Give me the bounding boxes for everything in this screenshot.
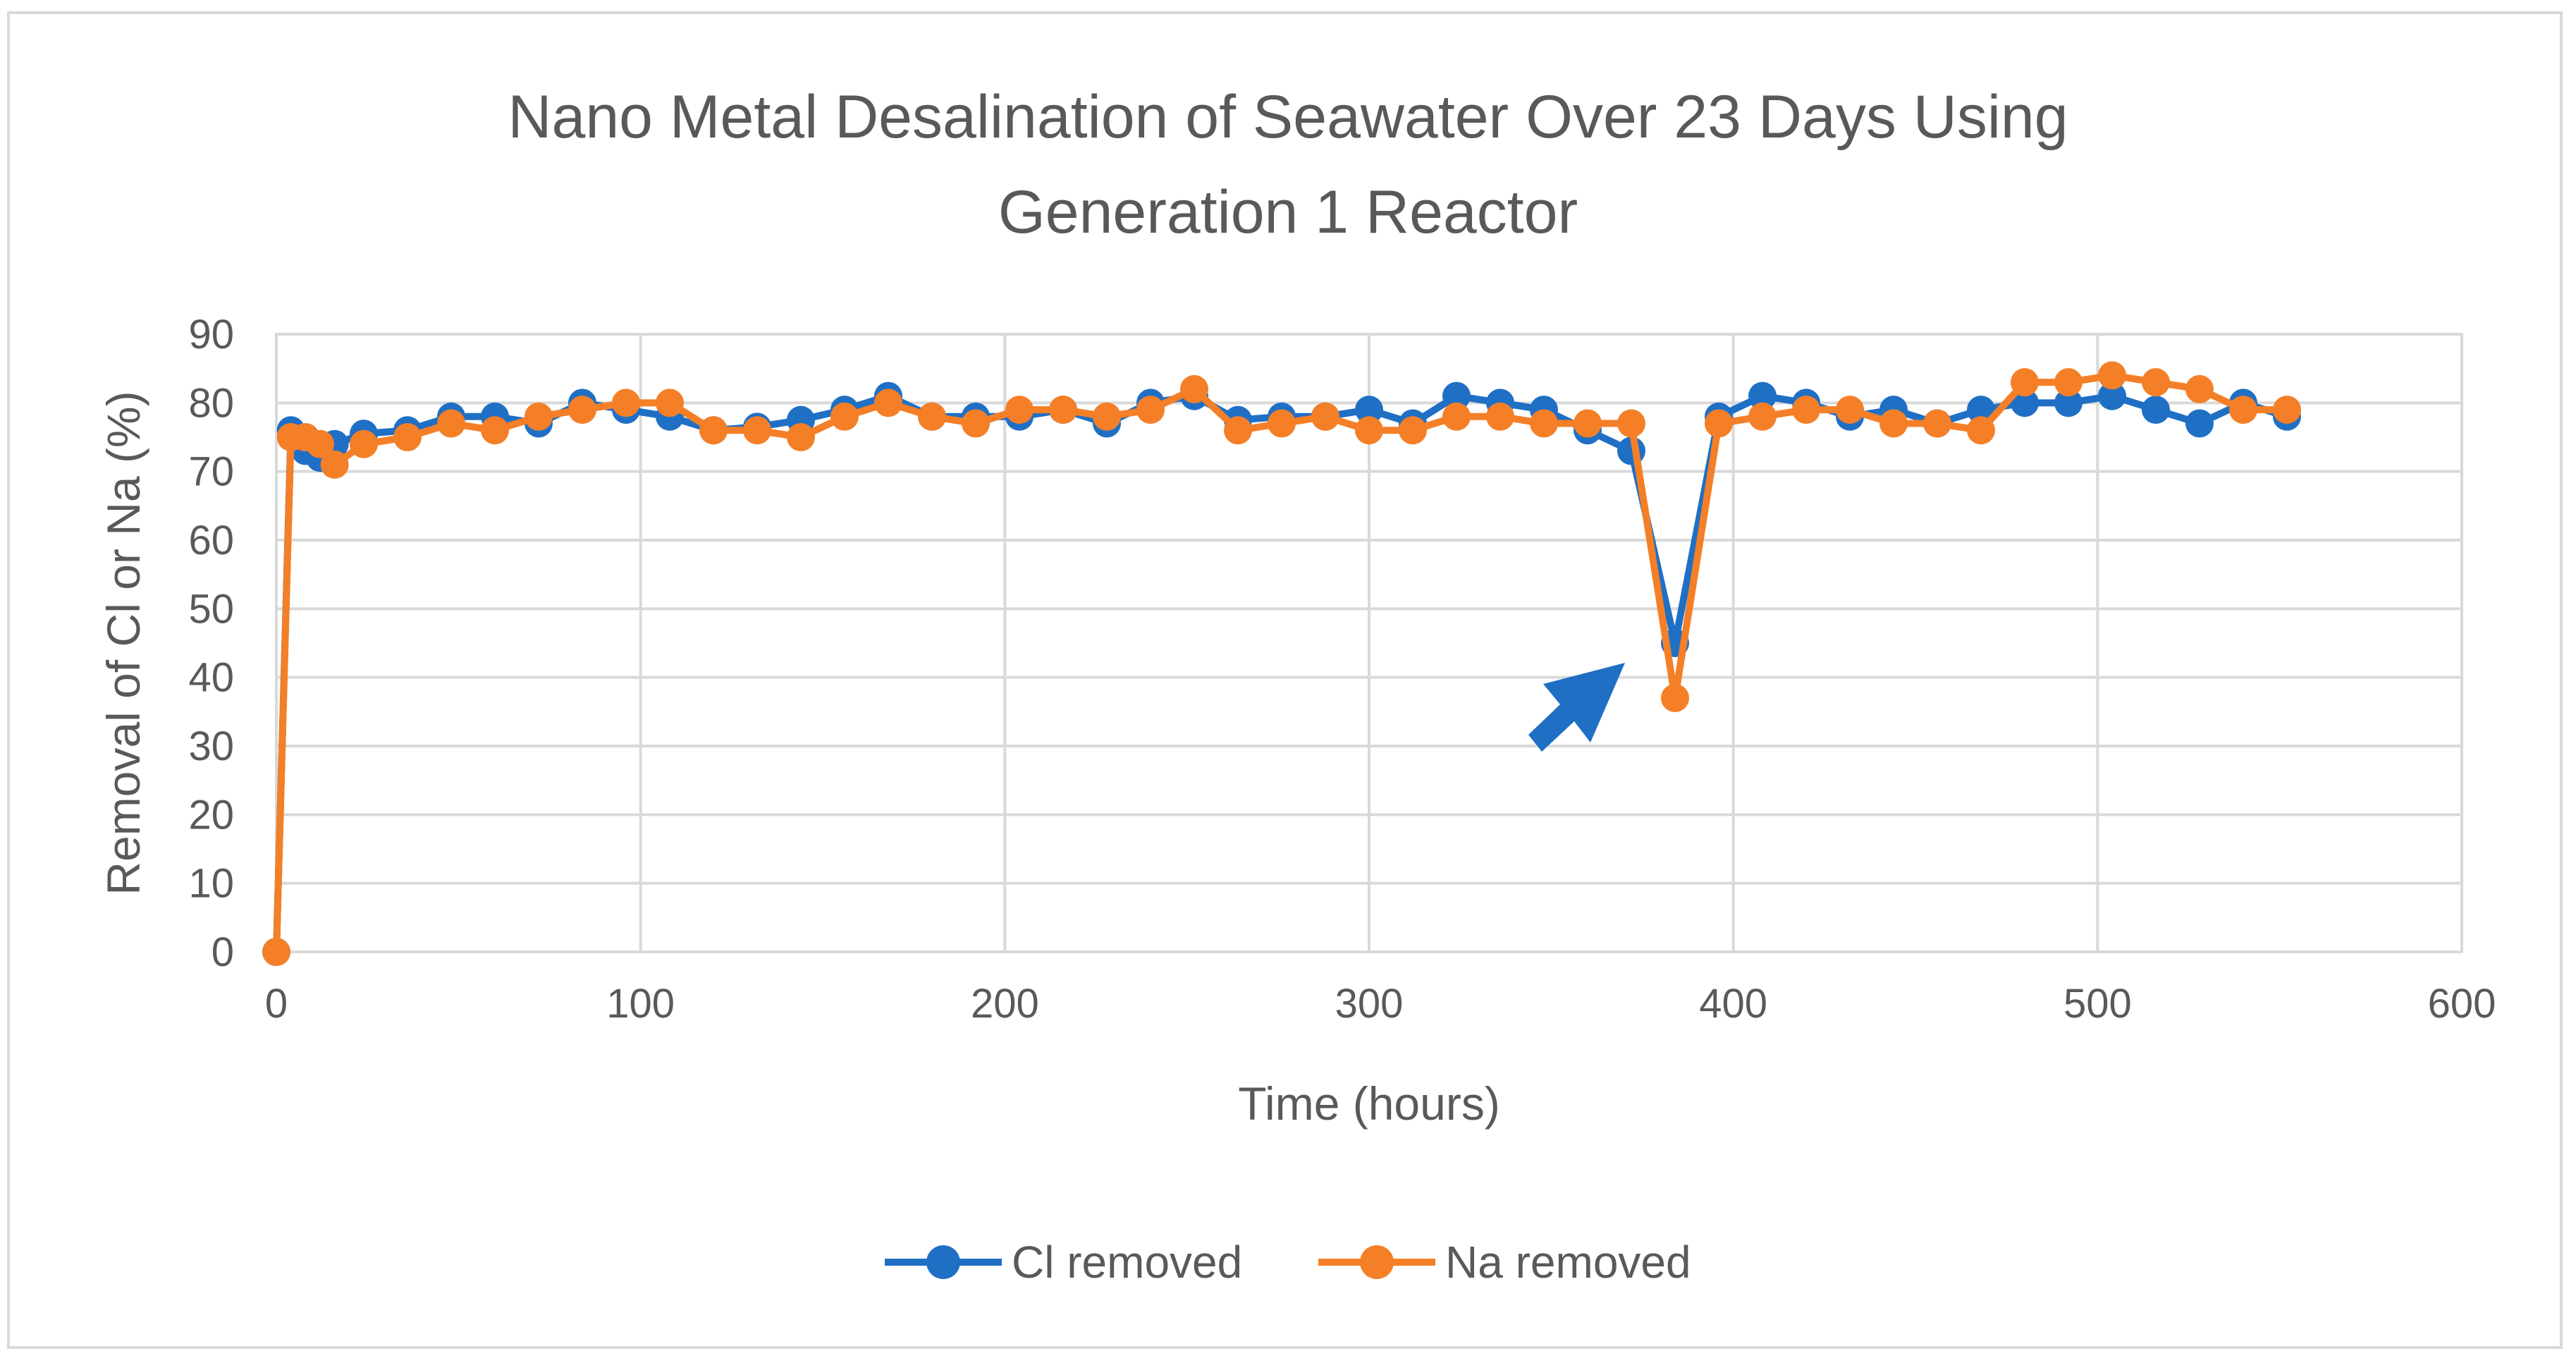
data-point <box>1442 402 1471 431</box>
data-point <box>1005 396 1034 424</box>
data-point <box>2011 389 2039 417</box>
x-axis-ticks: 0 100 200 300 400 500 600 <box>265 981 2496 1027</box>
data-point <box>1049 396 1077 424</box>
data-point <box>1705 409 1733 438</box>
chart-title-line-1: Nano Metal Desalination of Seawater Over… <box>508 83 2068 151</box>
data-point <box>1486 402 1514 431</box>
legend-label: Na removed <box>1445 1237 1691 1288</box>
y-tick-label: 90 <box>188 312 234 357</box>
y-tick-label: 60 <box>188 518 234 563</box>
arrow-annotation <box>1528 663 1625 752</box>
data-point <box>918 402 946 431</box>
data-point <box>525 402 553 431</box>
data-point <box>962 409 990 438</box>
chart-title: Nano Metal Desalination of Seawater Over… <box>508 83 2068 246</box>
data-point <box>350 429 378 458</box>
data-point <box>1224 416 1252 445</box>
series-na-removed <box>262 361 2301 966</box>
data-point <box>743 416 771 445</box>
legend-swatch-marker <box>1360 1245 1394 1279</box>
data-point <box>1792 396 1820 424</box>
data-point <box>1967 416 1995 445</box>
series-line <box>273 392 2288 953</box>
x-axis-label: Time (hours) <box>1238 1077 1500 1130</box>
data-point <box>787 423 815 451</box>
series-cl-removed <box>262 381 2301 966</box>
data-point <box>612 389 640 417</box>
data-point <box>320 450 349 479</box>
legend: Cl removed Na removed <box>885 1237 1691 1288</box>
y-tick-label: 0 <box>211 929 234 975</box>
data-point <box>1967 396 1995 424</box>
y-tick-label: 80 <box>188 380 234 426</box>
data-point <box>1355 396 1383 424</box>
data-point <box>2273 396 2301 424</box>
x-tick-label: 0 <box>265 981 288 1027</box>
chart-title-line-2: Generation 1 Reactor <box>998 178 1578 246</box>
legend-label: Cl removed <box>1012 1237 1242 1288</box>
data-point <box>481 416 509 445</box>
data-point <box>1268 409 1296 438</box>
data-point <box>1879 409 1908 438</box>
y-tick-label: 70 <box>188 449 234 495</box>
data-point <box>2142 368 2170 397</box>
data-point <box>1355 416 1383 445</box>
data-point <box>2229 396 2257 424</box>
data-point <box>1136 396 1165 424</box>
data-point <box>2185 409 2214 438</box>
chart-frame <box>7 11 2563 1349</box>
data-point <box>1617 409 1645 438</box>
data-point <box>2185 374 2214 403</box>
data-point <box>1661 683 1689 712</box>
annotation-arrow <box>1528 663 1625 752</box>
data-point <box>1399 416 1427 445</box>
y-tick-label: 10 <box>188 861 234 907</box>
x-tick-label: 200 <box>971 981 1039 1027</box>
data-point <box>1748 381 1777 410</box>
y-axis-ticks: 0 10 20 30 40 50 60 70 80 90 <box>188 312 234 975</box>
legend-item-na-removed: Na removed <box>1318 1237 1691 1288</box>
data-point <box>830 402 859 431</box>
data-point <box>1530 409 1558 438</box>
data-point <box>2054 389 2083 417</box>
data-point <box>568 396 596 424</box>
data-point <box>874 389 902 417</box>
data-point <box>1093 402 1121 431</box>
data-point <box>437 409 465 438</box>
y-tick-label: 50 <box>188 586 234 632</box>
data-point <box>1923 409 1951 438</box>
y-tick-label: 20 <box>188 792 234 838</box>
data-point <box>699 416 728 445</box>
x-tick-label: 600 <box>2428 981 2496 1027</box>
data-point <box>1836 396 1864 424</box>
data-point <box>2011 368 2039 397</box>
data-point <box>1442 381 1471 410</box>
data-point <box>1574 409 1602 438</box>
plot-area <box>275 333 2463 953</box>
data-point <box>1311 402 1339 431</box>
data-point <box>1180 374 1208 403</box>
y-tick-label: 30 <box>188 723 234 769</box>
y-tick-label: 40 <box>188 655 234 701</box>
x-tick-label: 500 <box>2063 981 2132 1027</box>
data-point <box>262 938 290 966</box>
data-point <box>2142 396 2170 424</box>
data-point <box>393 423 422 451</box>
data-point <box>656 389 684 417</box>
x-tick-label: 300 <box>1335 981 1404 1027</box>
y-axis-label: Removal of Cl or Na (%) <box>97 391 149 895</box>
data-point <box>2098 381 2126 410</box>
x-tick-label: 400 <box>1699 981 1767 1027</box>
data-point <box>2054 368 2083 397</box>
data-point <box>306 429 334 458</box>
legend-item-cl-removed: Cl removed <box>885 1237 1242 1288</box>
legend-swatch-marker <box>926 1245 960 1279</box>
x-tick-label: 100 <box>606 981 675 1027</box>
plot-border <box>275 333 2463 953</box>
data-point <box>2098 361 2126 390</box>
series-line <box>273 372 2287 953</box>
data-point <box>1748 402 1777 431</box>
series-layer <box>262 361 2301 966</box>
